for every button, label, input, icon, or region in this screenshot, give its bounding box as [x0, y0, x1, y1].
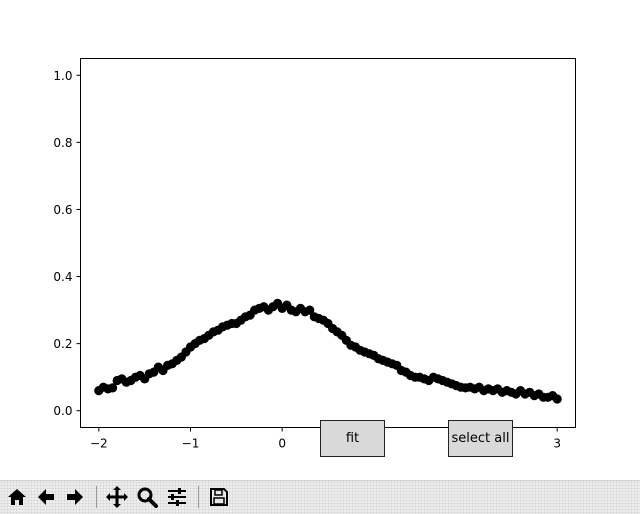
x-tick-label: 0	[278, 437, 286, 451]
fit-button[interactable]: fit	[320, 420, 385, 457]
home-icon	[8, 489, 26, 505]
navigation-toolbar	[0, 480, 640, 514]
pan-icon	[106, 486, 128, 508]
forward-button[interactable]	[62, 484, 88, 510]
x-tick-label: −1	[182, 437, 200, 451]
save-icon	[210, 488, 228, 506]
x-tick-label: 3	[553, 437, 561, 451]
configure-subplots-icon	[168, 488, 186, 506]
y-tick-label: 0.4	[53, 270, 72, 284]
y-tick-label: 0.8	[53, 136, 72, 150]
scatter-chart: −2−10123 0.00.20.40.60.81.0	[53, 58, 576, 451]
toolbar-separator	[96, 486, 97, 508]
data-point	[552, 394, 562, 404]
y-tick-label: 0.6	[53, 203, 72, 217]
toolbar-separator	[198, 486, 199, 508]
back-button[interactable]	[33, 484, 59, 510]
pan-button[interactable]	[104, 484, 130, 510]
y-tick-label: 0.0	[53, 404, 72, 418]
zoom-icon	[137, 487, 158, 508]
forward-icon	[67, 489, 83, 505]
data-point	[305, 305, 315, 315]
y-tick-label: 1.0	[53, 69, 72, 83]
select-all-button[interactable]: select all	[448, 420, 513, 457]
configure-subplots-button[interactable]	[164, 484, 190, 510]
back-icon	[38, 489, 54, 505]
data-point	[108, 383, 118, 393]
home-button[interactable]	[4, 484, 30, 510]
y-tick-label: 0.2	[53, 337, 72, 351]
y-axis: 0.0 0.2 0.4 0.6 0.8 1.0	[53, 69, 81, 418]
save-button[interactable]	[206, 484, 232, 510]
figure-canvas: −2−10123 0.00.20.40.60.81.0 fit select a…	[53, 58, 576, 457]
points-layer	[94, 298, 562, 404]
x-axis: −2−10123	[90, 427, 561, 451]
zoom-button[interactable]	[134, 484, 160, 510]
x-tick-label: −2	[90, 437, 108, 451]
